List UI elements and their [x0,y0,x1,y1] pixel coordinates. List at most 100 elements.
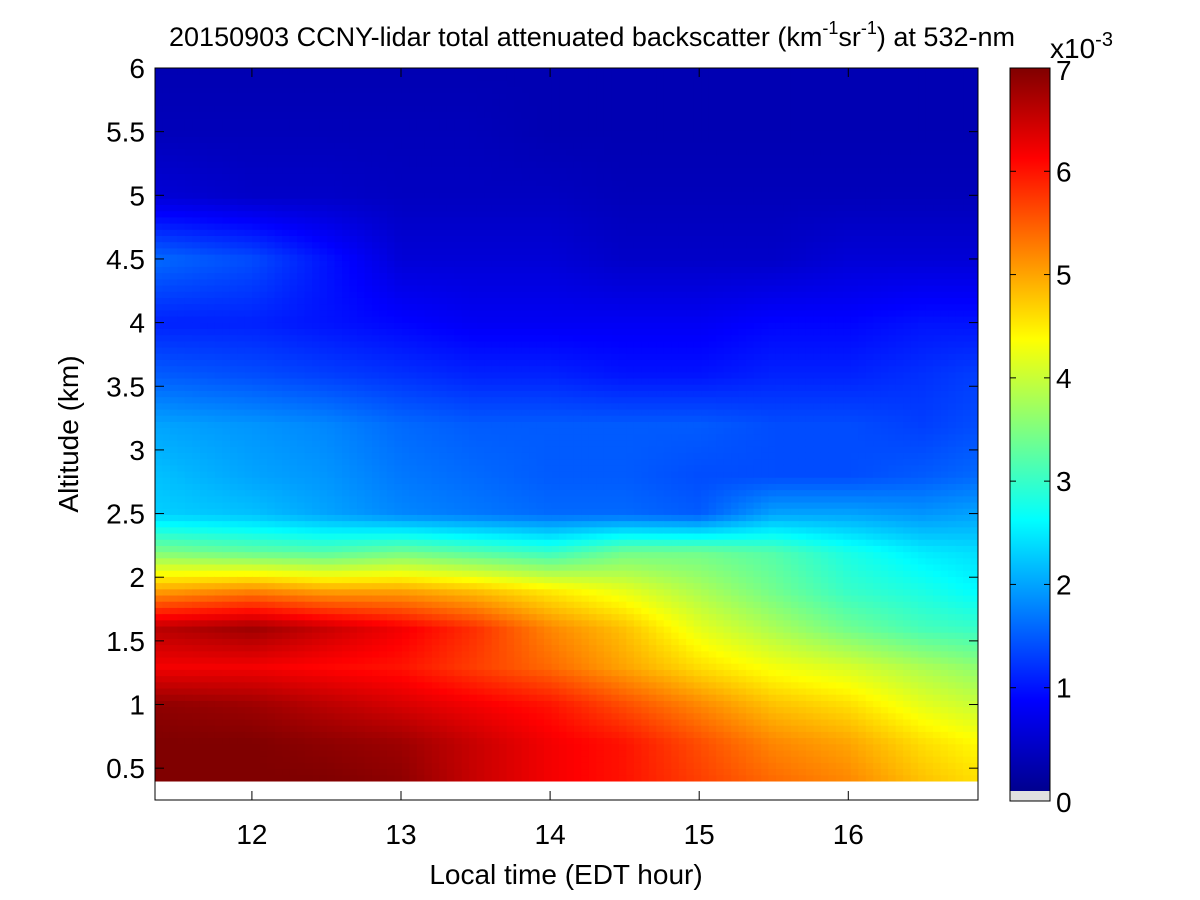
heatmap-cell [416,508,425,515]
heatmap-cell [319,607,328,615]
heatmap-cell [416,681,425,689]
heatmap-cell [312,371,321,379]
heatmap-cell [357,694,366,701]
heatmap-cell [469,607,478,615]
heatmap-cell [199,210,208,218]
heatmap-cell [409,501,418,509]
heatmap-cell [199,483,208,491]
heatmap-cell [416,464,425,472]
heatmap-cell [379,353,388,360]
heatmap-cell [237,458,246,466]
heatmap-cell [364,483,373,491]
heatmap-cell [184,725,194,732]
heatmap-cell [446,446,455,453]
heatmap-cell [312,390,321,398]
heatmap-cell [282,718,291,726]
heatmap-cell [237,278,246,286]
heatmap-cell [424,68,433,75]
heatmap-cell [289,588,298,596]
heatmap-cell [446,551,455,559]
heatmap-cell [409,334,418,342]
heatmap-cell [274,272,283,280]
heatmap-cell [416,334,425,342]
heatmap-cell [327,365,336,373]
heatmap-cell [184,737,194,745]
heatmap-cell [312,433,321,441]
heatmap-cell [334,123,343,131]
heatmap-cell [424,179,433,187]
heatmap-cell [207,179,216,187]
heatmap-cell [394,179,403,187]
heatmap-cell [259,253,268,261]
heatmap-cell [192,464,201,472]
heatmap-cell [274,291,283,298]
heatmap-cell [424,123,433,131]
heatmap-cell [199,470,208,478]
heatmap-cell [229,501,238,509]
heatmap-cell [469,117,478,125]
heatmap-cell [274,601,283,608]
heatmap-cell [184,322,194,329]
heatmap-cell [431,235,440,243]
heatmap-cell [282,483,291,491]
heatmap-cell [469,644,478,652]
heatmap-cell [192,737,201,745]
heatmap-cell [177,253,186,261]
heatmap-cell [401,712,410,720]
heatmap-cell [349,706,358,714]
heatmap-cell [334,607,343,615]
heatmap-cell [409,743,418,751]
heatmap-cell [184,526,194,534]
heatmap-cell [192,284,201,292]
heatmap-cell [424,483,433,491]
heatmap-cell [386,99,396,106]
heatmap-cell [304,731,313,739]
heatmap-cell [401,768,410,776]
heatmap-cell [342,99,351,106]
heatmap-cell [222,80,231,88]
heatmap-cell [349,123,358,131]
heatmap-cell [424,117,433,125]
heatmap-cell [416,632,425,639]
heatmap-cell [214,607,223,615]
heatmap-cell [282,402,291,410]
heatmap-cell [409,272,418,280]
heatmap-cell [267,179,276,187]
heatmap-cell [416,402,425,410]
heatmap-cell [454,421,463,429]
heatmap-cell [319,663,328,670]
heatmap-cell [237,452,246,460]
heatmap-cell [334,185,343,193]
heatmap-cell [469,198,478,205]
heatmap-cell [289,644,298,652]
heatmap-cell [409,136,418,143]
heatmap-cell [364,625,373,633]
heatmap-cell [289,514,298,522]
heatmap-cell [424,92,433,100]
heatmap-cell [229,607,238,615]
heatmap-cell [222,508,231,515]
heatmap-cell [327,154,336,162]
heatmap-cell [282,315,291,323]
heatmap-cell [267,613,276,621]
heatmap-cell [379,756,388,763]
heatmap-cell [259,402,268,410]
heatmap-cell [394,303,403,311]
heatmap-cell [177,625,186,633]
heatmap-cell [469,80,478,88]
heatmap-cell [394,315,403,323]
heatmap-cell [259,470,268,478]
heatmap-cell [192,607,201,615]
heatmap-cell [237,421,246,429]
heatmap-cell [252,167,261,174]
heatmap-cell [394,74,403,81]
heatmap-cell [312,663,321,670]
heatmap-cell [364,656,373,664]
heatmap-cell [446,421,455,429]
heatmap-cell [237,762,246,770]
heatmap-cell [267,439,276,447]
heatmap-cell [169,371,179,379]
heatmap-cell [379,632,388,639]
heatmap-cell [364,557,373,565]
heatmap-cell [169,594,179,602]
